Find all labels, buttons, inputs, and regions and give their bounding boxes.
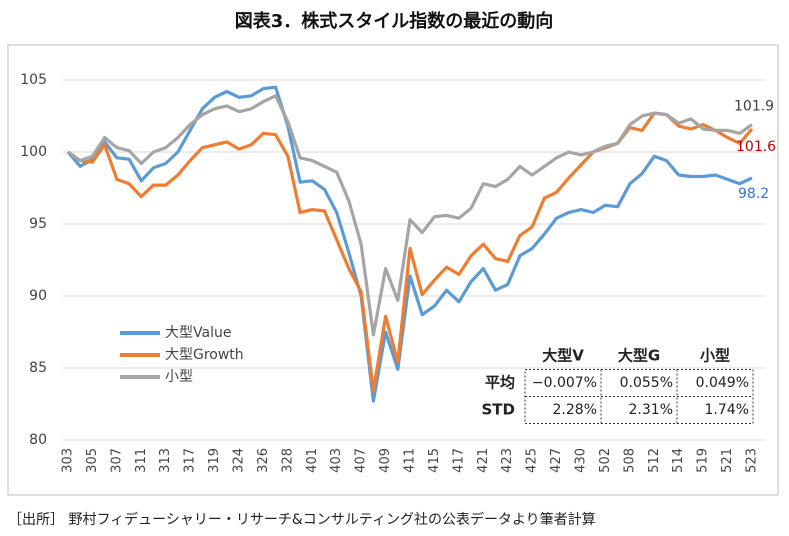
table-cell: 2.28% bbox=[553, 402, 597, 418]
y-tick-label: 105 bbox=[20, 72, 47, 88]
chart-title: 図表3．株式スタイル指数の最近の動向 bbox=[235, 10, 554, 32]
x-tick-label: 421 bbox=[476, 448, 491, 473]
x-tick-label: 317 bbox=[183, 448, 198, 473]
legend-label: 小型 bbox=[165, 369, 193, 385]
table-cell: 0.049% bbox=[696, 375, 749, 391]
x-tick-label: 415 bbox=[427, 448, 442, 473]
x-tick-label: 403 bbox=[329, 448, 344, 473]
y-tick-label: 85 bbox=[29, 360, 47, 376]
table-row-label: 平均 bbox=[485, 374, 515, 392]
x-tick-label: 523 bbox=[745, 448, 760, 473]
series-line bbox=[66, 85, 753, 403]
x-tick-label: 514 bbox=[671, 448, 686, 473]
x-tick-label: 307 bbox=[109, 448, 124, 473]
table-cell: 2.31% bbox=[629, 402, 673, 418]
x-tick-label: 409 bbox=[378, 448, 393, 473]
x-tick-label: 425 bbox=[525, 448, 540, 473]
x-tick-label: 401 bbox=[305, 448, 320, 473]
table-row-label: STD bbox=[482, 401, 516, 419]
table-header: 大型V bbox=[542, 347, 584, 365]
series-line bbox=[67, 111, 754, 393]
x-tick-label: 427 bbox=[549, 448, 564, 473]
x-tick-label: 311 bbox=[134, 448, 149, 473]
table-cell: 0.055% bbox=[620, 375, 673, 391]
chart-border bbox=[7, 44, 779, 496]
table-cell: −0.007% bbox=[532, 375, 597, 391]
x-tick-label: 328 bbox=[280, 448, 295, 473]
source-note: ［出所］ 野村フィデューシャリー・リサーチ&コンサルティング社の公表データより筆… bbox=[8, 511, 596, 528]
x-tick-label: 319 bbox=[207, 448, 222, 473]
end-label: 101.6 bbox=[736, 139, 776, 155]
x-tick-label: 417 bbox=[451, 448, 466, 473]
legend-label: 大型Value bbox=[165, 325, 231, 341]
x-tick-label: 508 bbox=[622, 448, 637, 473]
y-tick-label: 80 bbox=[29, 432, 47, 448]
x-tick-label: 411 bbox=[403, 448, 418, 473]
y-tick-label: 95 bbox=[29, 216, 47, 232]
table-cell: 1.74% bbox=[705, 402, 749, 418]
x-tick-label: 519 bbox=[696, 448, 711, 473]
x-tick-label: 430 bbox=[574, 448, 589, 473]
table-header: 小型 bbox=[700, 347, 730, 365]
x-tick-label: 407 bbox=[354, 448, 369, 473]
table-header: 大型G bbox=[618, 347, 660, 365]
y-tick-label: 100 bbox=[20, 144, 47, 160]
y-tick-label: 90 bbox=[29, 288, 47, 304]
legend-label: 大型Growth bbox=[165, 347, 244, 363]
x-tick-label: 305 bbox=[85, 448, 100, 473]
x-tick-label: 303 bbox=[61, 448, 76, 473]
x-tick-label: 521 bbox=[720, 448, 735, 473]
end-label: 98.2 bbox=[738, 186, 769, 202]
series-line bbox=[67, 94, 753, 337]
x-tick-label: 423 bbox=[500, 448, 515, 473]
x-tick-label: 326 bbox=[256, 448, 271, 473]
x-tick-label: 512 bbox=[647, 448, 662, 473]
x-tick-label: 324 bbox=[232, 448, 247, 473]
x-tick-label: 502 bbox=[598, 448, 613, 473]
end-label: 101.9 bbox=[734, 99, 774, 115]
x-tick-label: 313 bbox=[158, 448, 173, 473]
